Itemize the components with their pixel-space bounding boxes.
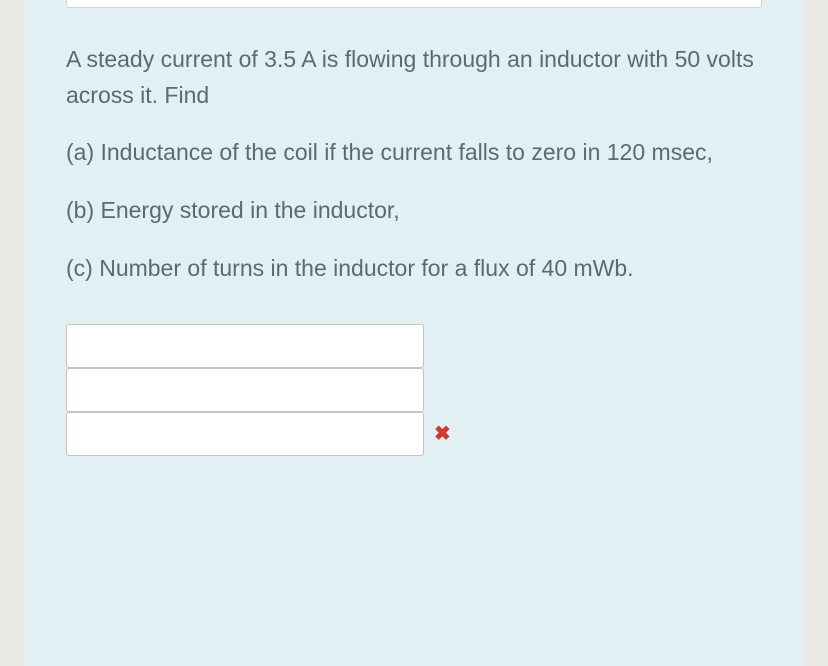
answer-input-c[interactable] bbox=[66, 412, 424, 456]
question-part-b: (b) Energy stored in the inductor, bbox=[66, 193, 762, 229]
answer-inputs: ✖ bbox=[66, 324, 762, 456]
question-intro: A steady current of 3.5 A is flowing thr… bbox=[66, 42, 762, 113]
question-part-c: (c) Number of turns in the inductor for … bbox=[66, 251, 762, 287]
answer-row-b bbox=[66, 368, 762, 412]
question-part-a: (a) Inductance of the coil if the curren… bbox=[66, 135, 762, 171]
incorrect-icon: ✖ bbox=[434, 424, 451, 444]
question-text: A steady current of 3.5 A is flowing thr… bbox=[66, 42, 762, 286]
card-top-border bbox=[66, 0, 762, 8]
question-card: A steady current of 3.5 A is flowing thr… bbox=[24, 0, 804, 666]
answer-row-a bbox=[66, 324, 762, 368]
answer-row-c: ✖ bbox=[66, 412, 762, 456]
answer-input-b[interactable] bbox=[66, 368, 424, 412]
answer-input-a[interactable] bbox=[66, 324, 424, 368]
